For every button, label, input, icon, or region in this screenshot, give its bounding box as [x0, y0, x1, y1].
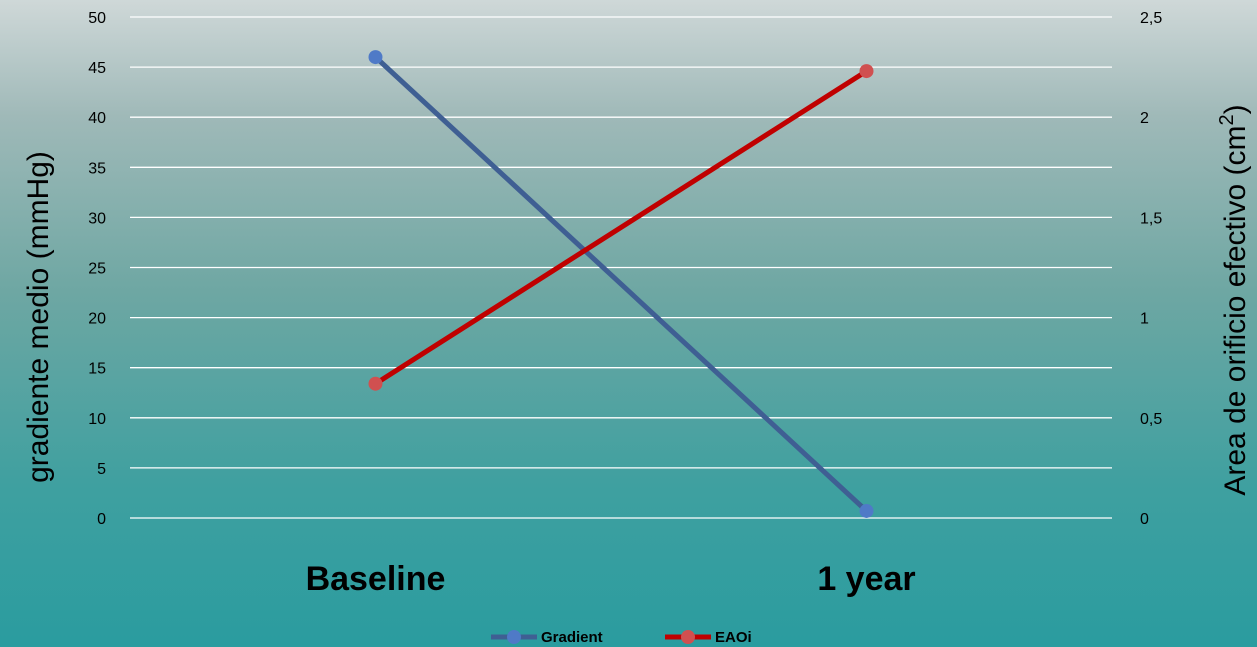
y-tick-label: 40	[88, 110, 106, 127]
y-tick-label: 25	[88, 261, 106, 278]
y2-tick-label: 1	[1140, 311, 1149, 328]
series-line	[373, 55, 869, 513]
legend-label: EAOi	[715, 629, 752, 646]
legend: Gradient EAOi	[491, 629, 752, 646]
x-tick-label: Baseline	[306, 560, 446, 598]
y2-axis-title-end: )	[1219, 104, 1252, 114]
series-layer	[368, 50, 874, 518]
x-tick-label: 1 year	[817, 560, 915, 598]
y2-tick-label: 1,5	[1140, 210, 1162, 227]
y-tick-label: 35	[88, 160, 106, 177]
y2-tick-label: 2,5	[1140, 10, 1162, 27]
y2-tick-label: 2	[1140, 110, 1149, 127]
y-axis-title: gradiente medio (mmHg)	[22, 151, 55, 483]
category-labels: Baseline 1 year	[306, 560, 916, 598]
y-tick-label: 20	[88, 311, 106, 328]
right-tick-labels: 0 0,5 1 1,5 2 2,5	[1140, 10, 1162, 528]
legend-label: Gradient	[541, 629, 603, 646]
y-tick-label: 5	[97, 461, 106, 478]
y2-tick-label: 0	[1140, 511, 1149, 528]
left-tick-labels: 0 5 10 15 20 25 30 35 40 45 50	[88, 10, 106, 528]
data-point	[368, 50, 383, 65]
legend-swatch-marker	[507, 630, 521, 644]
data-point	[368, 376, 383, 391]
y2-tick-label: 0,5	[1140, 411, 1162, 428]
y2-axis-title-sup: 2	[1216, 114, 1238, 125]
y-tick-label: 50	[88, 10, 106, 27]
data-point	[859, 64, 874, 79]
series-line	[374, 68, 868, 386]
y-tick-label: 45	[88, 60, 106, 77]
y-tick-label: 0	[97, 511, 106, 528]
grid-layer	[130, 16, 1112, 519]
y-tick-label: 15	[88, 361, 106, 378]
data-point	[859, 503, 874, 518]
y2-axis-title: Area de orificio efectivo (cm2)	[1216, 104, 1252, 495]
y2-axis-title-main: Area de orificio efectivo (cm	[1219, 125, 1252, 495]
legend-swatch-marker	[681, 630, 695, 644]
y-tick-label: 10	[88, 411, 106, 428]
y-tick-label: 30	[88, 210, 106, 227]
